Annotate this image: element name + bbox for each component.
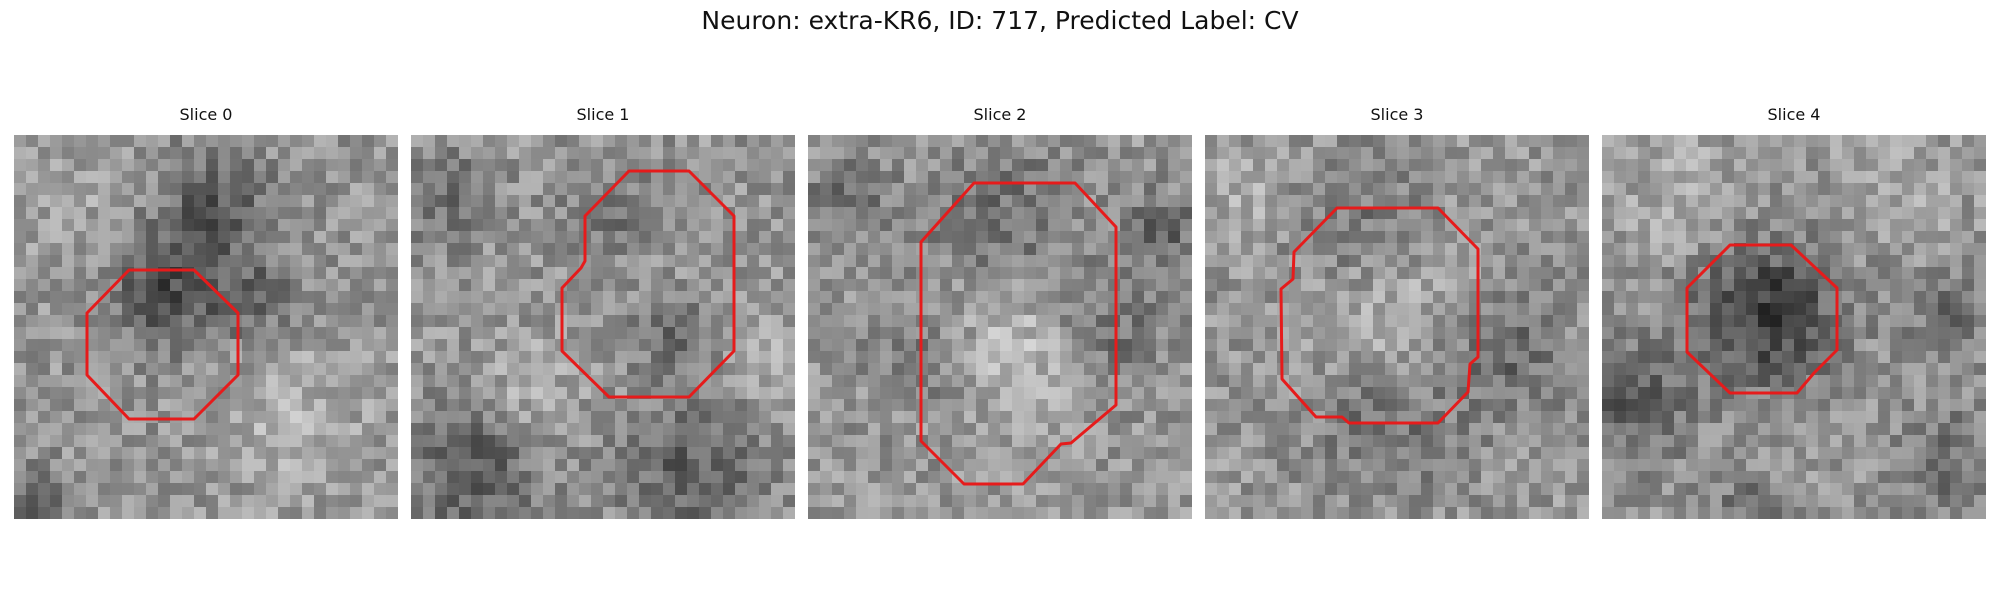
slice-title-2: Slice 2 [973, 105, 1027, 124]
slice-image-0 [14, 135, 398, 519]
roi-contour-2 [919, 181, 1118, 486]
grayscale-patch-0 [14, 135, 398, 519]
slice-title-4: Slice 4 [1767, 105, 1821, 124]
roi-contour-1 [560, 169, 736, 399]
slice-image-3 [1205, 135, 1589, 519]
figure-title: Neuron: extra-KR6, ID: 717, Predicted La… [701, 6, 1299, 35]
slice-title-1: Slice 1 [576, 105, 630, 124]
slice-title-0: Slice 0 [179, 105, 233, 124]
roi-contour-4 [1685, 243, 1839, 395]
slice-image-2 [808, 135, 1192, 519]
grayscale-patch-1 [411, 135, 795, 519]
slice-image-4 [1602, 135, 1986, 519]
roi-contour-0 [85, 268, 240, 421]
grayscale-patch-4 [1602, 135, 1986, 519]
grayscale-patch-2 [808, 135, 1192, 519]
slice-image-1 [411, 135, 795, 519]
grayscale-patch-3 [1205, 135, 1589, 519]
slice-title-3: Slice 3 [1370, 105, 1424, 124]
roi-contour-3 [1279, 206, 1480, 425]
